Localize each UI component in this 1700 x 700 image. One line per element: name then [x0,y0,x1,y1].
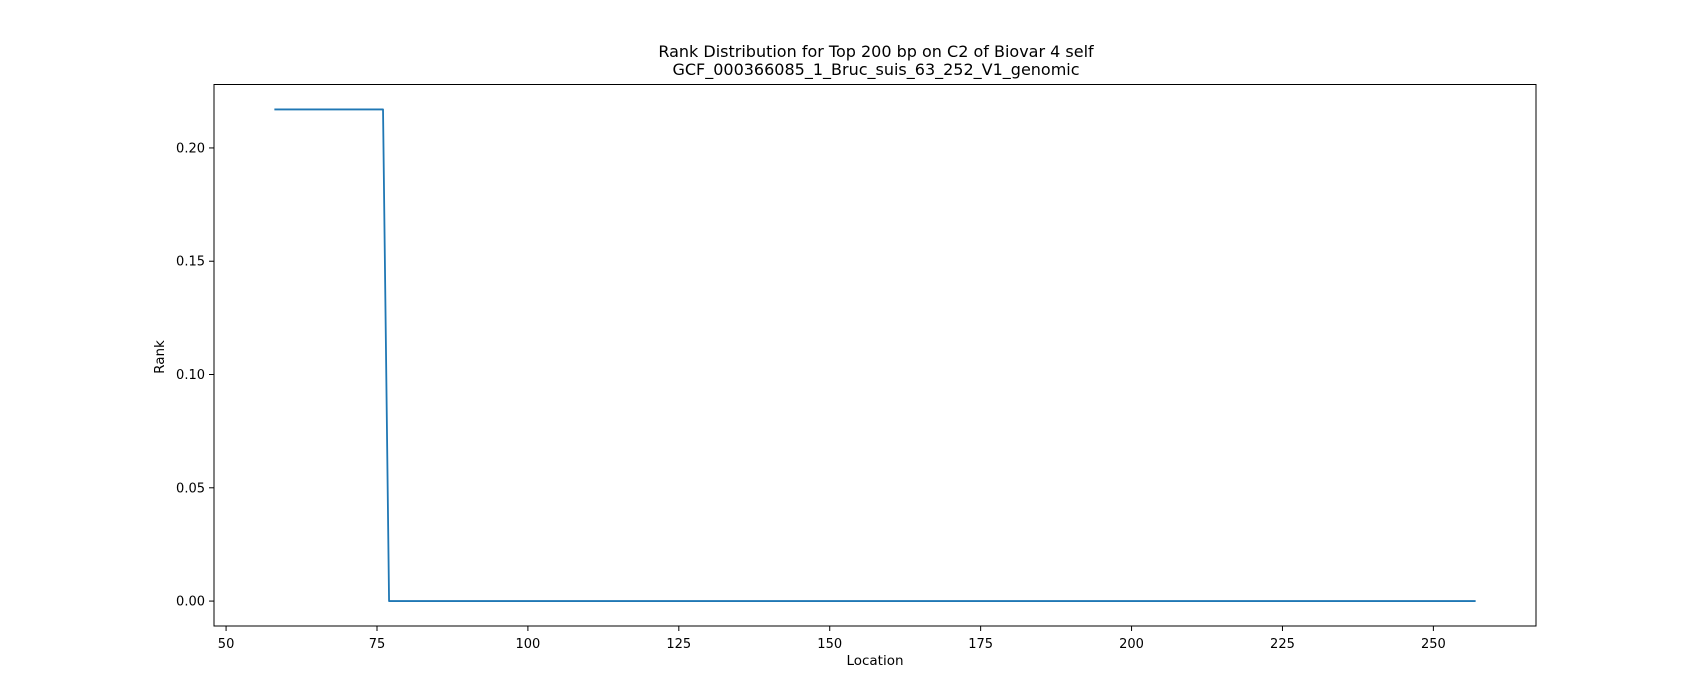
x-tick-label: 200 [1119,637,1144,652]
chart-title: Rank Distribution for Top 200 bp on C2 o… [658,42,1094,61]
x-tick-label: 150 [817,637,842,652]
x-tick-label: 75 [369,637,386,652]
x-tick-label: 225 [1270,637,1295,652]
y-axis-label: Rank [152,340,168,374]
y-axis: 0.00 0.05 0.10 0.15 0.20 [176,141,214,610]
y-tick-label: 0.05 [176,481,205,496]
x-tick-label: 250 [1421,637,1446,652]
y-tick-label: 0.20 [176,141,205,156]
y-tick-label: 0.10 [176,368,205,383]
plot-area [274,108,1476,602]
y-tick-label: 0.15 [176,255,205,270]
series-line-0 [274,108,1476,602]
x-tick-label: 100 [515,637,540,652]
y-tick-label: 0.00 [176,595,205,610]
x-tick-label: 175 [968,637,993,652]
x-tick-label: 125 [666,637,691,652]
chart-subtitle: GCF_000366085_1_Bruc_suis_63_252_V1_geno… [672,60,1079,80]
x-axis: 50 75 100 125 150 175 200 225 250 [218,626,1446,652]
x-tick-label: 50 [218,637,235,652]
x-axis-label: Location [846,653,903,669]
plot-frame [213,84,1537,627]
